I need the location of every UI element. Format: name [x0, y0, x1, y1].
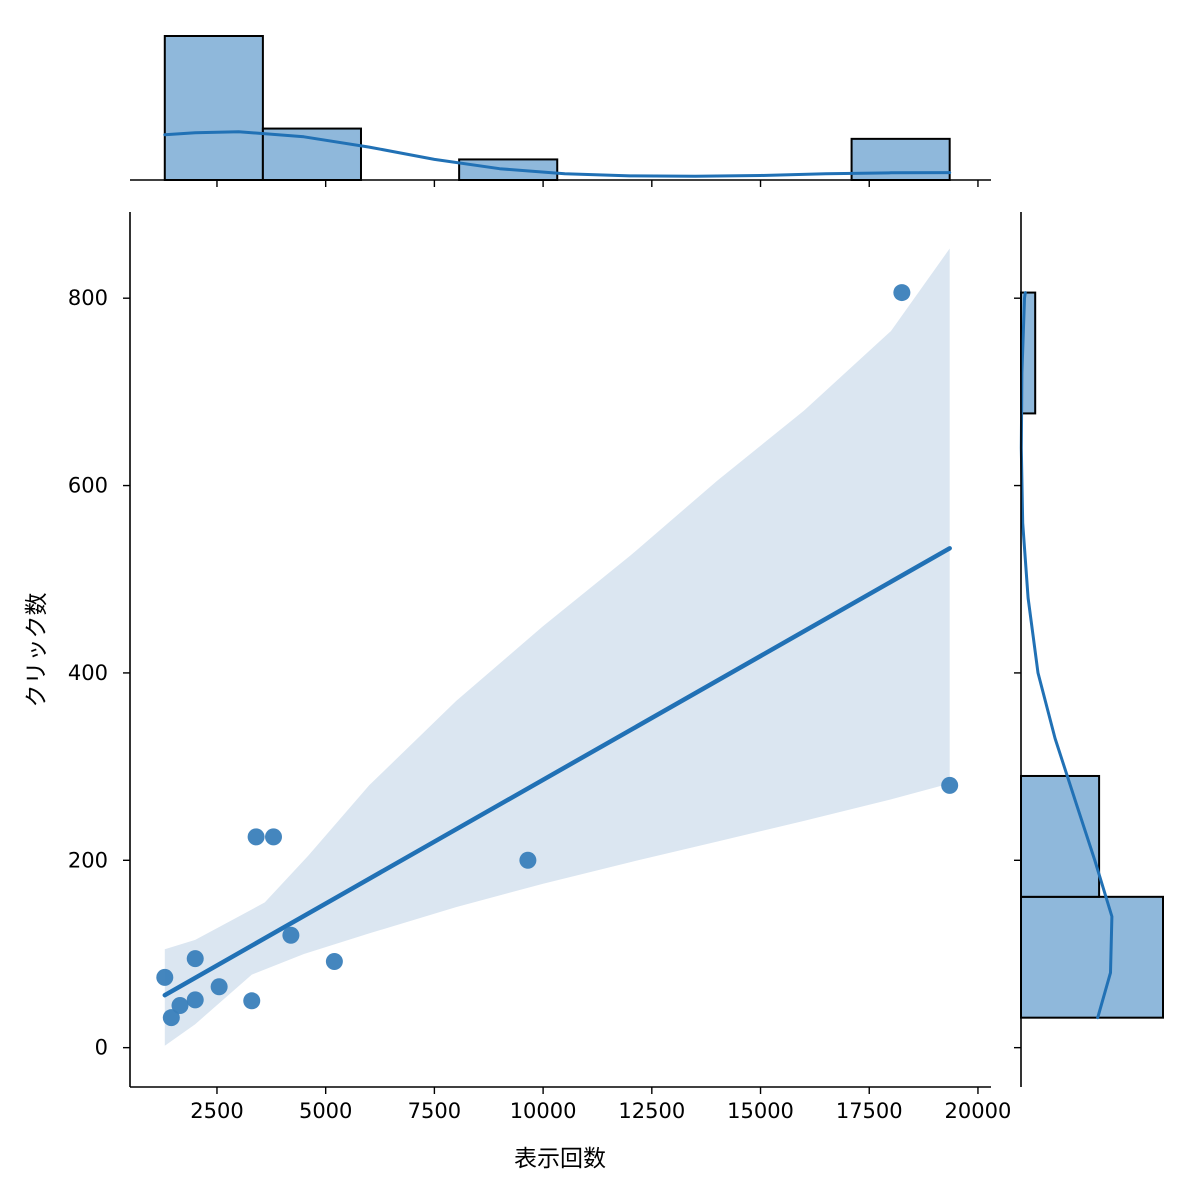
y-tick-label: 600 — [68, 474, 108, 498]
scatter-point — [156, 968, 174, 986]
top-histogram-bar — [163, 35, 264, 181]
y-tick-label: 0 — [95, 1036, 108, 1060]
right-histogram-bar — [1020, 895, 1164, 1019]
x-tick-label: 17500 — [836, 1099, 903, 1123]
scatter-point — [325, 952, 343, 970]
top-histogram-bar — [261, 127, 362, 181]
scatter-point — [247, 828, 265, 846]
y-tick-label: 400 — [68, 661, 108, 685]
x-axis-label: 表示回数 — [514, 1146, 606, 1172]
y-axis-label: クリック数 — [24, 593, 50, 708]
x-tick-label: 7500 — [408, 1099, 461, 1123]
right-marginal-histogram — [1014, 212, 1164, 1087]
scatter-point — [243, 992, 261, 1010]
y-tick-label: 200 — [68, 848, 108, 872]
scatter-point — [162, 1009, 180, 1027]
main-plot-area: 2500 5000 7500 10000 12500 15000 17500 20000 0 20… — [68, 212, 1011, 1123]
scatter-point — [186, 991, 204, 1009]
scatter-point — [519, 851, 537, 869]
x-tick-label: 15000 — [727, 1099, 794, 1123]
confidence-band — [164, 248, 950, 1046]
x-tick-label: 2500 — [190, 1099, 243, 1123]
scatter-point — [171, 996, 189, 1014]
top-marginal-histogram — [130, 35, 991, 187]
x-tick-label: 5000 — [299, 1099, 352, 1123]
x-tick-label: 12500 — [618, 1099, 685, 1123]
x-tick-label: 10000 — [510, 1099, 577, 1123]
scatter-point — [282, 926, 300, 944]
x-tick-label: 20000 — [945, 1099, 1012, 1123]
scatter-point — [893, 284, 911, 302]
top-kde-curve — [163, 130, 952, 178]
right-kde-curve — [1019, 291, 1114, 1020]
regression-line — [162, 546, 952, 998]
y-tick-label: 800 — [68, 286, 108, 310]
scatter-point — [210, 978, 228, 996]
scatter-point — [941, 776, 959, 794]
scatter-point — [265, 828, 282, 846]
scatter-point — [186, 950, 204, 968]
